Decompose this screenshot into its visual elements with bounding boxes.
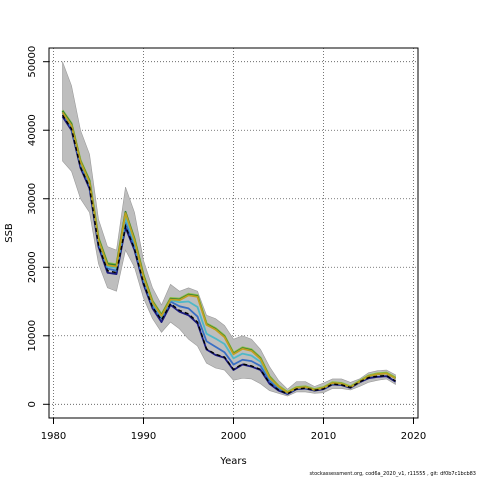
x-tick-label-1980: 1980 (41, 431, 66, 442)
y-axis-title: SSB (4, 223, 15, 243)
y-axis: 0 10000 20000 30000 40000 50000 (27, 46, 49, 407)
y-tick-label-10000: 10000 (27, 320, 38, 352)
x-axis: 1980 1990 2000 2010 2020 (41, 418, 426, 442)
y-tick-label-0: 0 (27, 401, 38, 407)
x-tick-label-2010: 2010 (311, 431, 336, 442)
footer-credit: stockassessment.org, cod6a_2020_v1, r115… (309, 471, 476, 477)
x-tick-label-2020: 2020 (401, 431, 426, 442)
y-tick-label-20000: 20000 (27, 251, 38, 283)
x-tick-label-1990: 1990 (131, 431, 156, 442)
y-tick-label-30000: 30000 (27, 183, 38, 215)
y-tick-label-40000: 40000 (27, 114, 38, 146)
series-line-6 (61, 111, 396, 394)
ssb-estimate-line (61, 114, 396, 395)
x-tick-label-2000: 2000 (221, 431, 246, 442)
x-axis-title: Years (219, 456, 246, 467)
y-tick-label-50000: 50000 (27, 46, 38, 78)
